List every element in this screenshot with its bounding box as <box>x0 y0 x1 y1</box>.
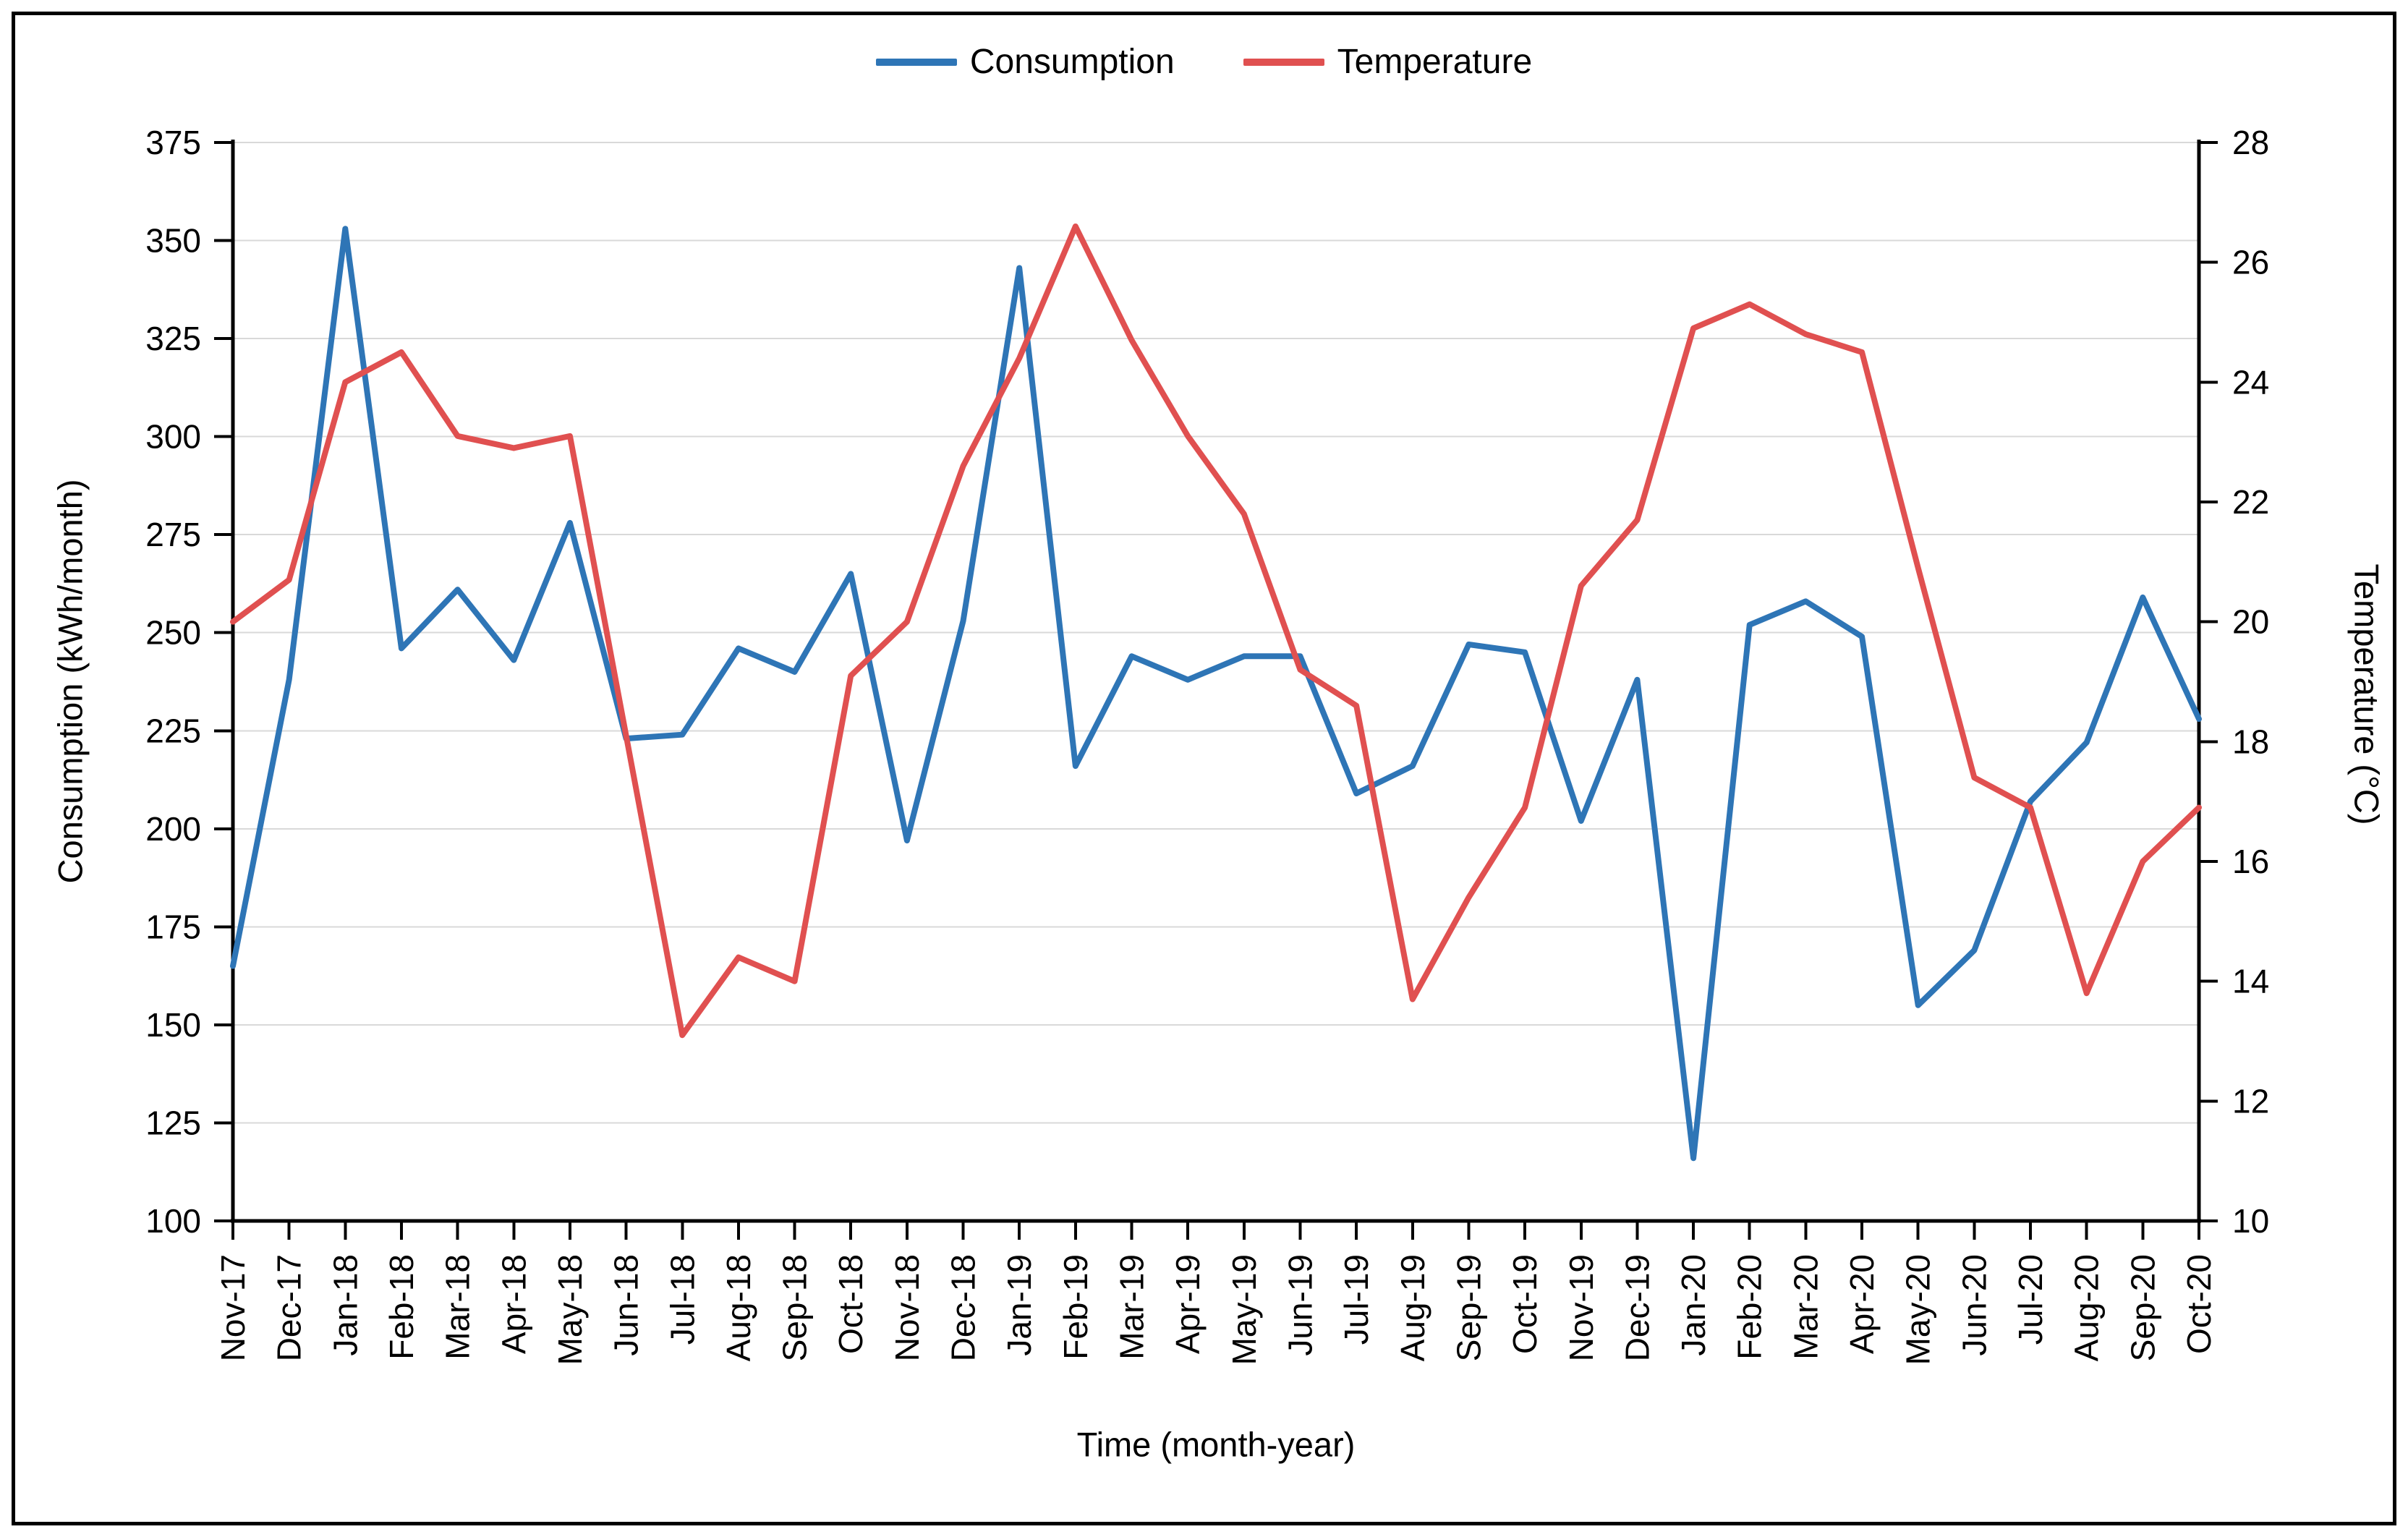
x-axis-tick-label: Jan-20 <box>1675 1254 1712 1356</box>
y-axis-tick-label-left: 300 <box>145 418 201 456</box>
x-axis-tick-label: Oct-20 <box>2180 1254 2218 1354</box>
y-axis-tick-label-left: 125 <box>145 1104 201 1141</box>
x-axis-tick-label: Aug-20 <box>2068 1254 2106 1361</box>
x-axis-tick-label: Nov-18 <box>888 1254 926 1361</box>
x-axis-tick-label: Jan-18 <box>326 1254 364 1356</box>
x-axis-tick-label: Feb-18 <box>383 1254 420 1360</box>
consumption-line <box>230 226 2202 1162</box>
x-axis-tick-label: Sep-20 <box>2124 1254 2161 1361</box>
x-axis-tick-label: May-19 <box>1225 1254 1263 1365</box>
legend-label-temperature: Temperature <box>1337 43 1533 81</box>
y-axis-tick-label-left: 275 <box>145 516 201 553</box>
y-axis-title-right: Temperature (°C) <box>2347 563 2386 825</box>
temperature-line-swatch <box>1243 58 1324 66</box>
y-axis-tick-label-right: 26 <box>2232 244 2269 281</box>
x-axis-tick-label: Apr-20 <box>1843 1254 1881 1354</box>
chart-legend: Consumption Temperature <box>0 42 2408 82</box>
legend-item-temperature: Temperature <box>1243 42 1532 82</box>
x-axis-tick-label: Mar-18 <box>439 1254 477 1360</box>
x-axis-tick-label: Jan-19 <box>1000 1254 1038 1356</box>
x-axis-tick-label: Aug-19 <box>1394 1254 1431 1361</box>
y-axis-tick-label-left: 375 <box>145 124 201 161</box>
x-axis-tick-label: Feb-19 <box>1057 1254 1094 1360</box>
x-axis-title: Time (month-year) <box>1076 1425 1356 1464</box>
x-axis-tick-label: Oct-19 <box>1506 1254 1544 1354</box>
y-axis-tick-label-left: 100 <box>145 1202 201 1240</box>
y-axis-tick-label-left: 325 <box>145 320 201 357</box>
x-axis-tick-label: Jun-18 <box>608 1254 645 1356</box>
y-axis-tick-label-right: 16 <box>2232 843 2269 880</box>
x-axis-tick-label: Apr-18 <box>495 1254 532 1354</box>
x-axis-tick-label: Dec-18 <box>945 1254 982 1361</box>
x-axis-tick-label: Apr-19 <box>1169 1254 1207 1354</box>
x-axis-tick-label: Jul-18 <box>663 1254 701 1345</box>
consumption-line-swatch <box>875 58 957 66</box>
y-axis-tick-label-left: 225 <box>145 712 201 749</box>
x-axis-tick-label: Mar-19 <box>1113 1254 1151 1360</box>
y-axis-tick-label-left: 350 <box>145 222 201 260</box>
x-axis-tick-label: May-20 <box>1899 1254 1937 1365</box>
y-axis-tick-label-right: 22 <box>2232 483 2269 521</box>
x-axis-tick-label: Jul-19 <box>1337 1254 1375 1345</box>
x-axis-tick-label: Jun-20 <box>1955 1254 1993 1356</box>
y-axis-tick-label-left: 200 <box>145 810 201 848</box>
x-axis-tick-label: Sep-18 <box>776 1254 814 1361</box>
y-axis-title-left: Consumption (kWh/month) <box>51 479 90 884</box>
y-axis-tick-label-right: 10 <box>2232 1202 2269 1240</box>
x-axis-tick-label: Jun-19 <box>1281 1254 1319 1356</box>
y-axis-tick-label-right: 20 <box>2232 603 2269 641</box>
y-axis-tick-label-right: 14 <box>2232 963 2269 1000</box>
x-axis-tick-label: Sep-19 <box>1450 1254 1487 1361</box>
y-axis-tick-label-left: 250 <box>145 614 201 652</box>
temperature-line <box>230 223 2202 1039</box>
x-axis-tick-label: Nov-19 <box>1562 1254 1600 1361</box>
y-axis-tick-label-right: 24 <box>2232 363 2269 401</box>
x-axis-tick-label: Aug-18 <box>720 1254 757 1361</box>
y-axis-tick-label-left: 150 <box>145 1006 201 1044</box>
x-axis-tick-label: Jul-20 <box>2012 1254 2049 1345</box>
legend-label-consumption: Consumption <box>969 43 1175 81</box>
y-axis-tick-label-right: 12 <box>2232 1082 2269 1120</box>
x-axis-tick-label: Nov-17 <box>214 1254 252 1361</box>
y-axis-tick-label-right: 28 <box>2232 124 2269 161</box>
x-axis-tick-label: Oct-18 <box>832 1254 869 1354</box>
legend-item-consumption: Consumption <box>875 42 1175 82</box>
x-axis-tick-label: May-18 <box>551 1254 589 1365</box>
x-axis-tick-label: Dec-17 <box>271 1254 308 1361</box>
x-axis-tick-label: Dec-19 <box>1618 1254 1656 1361</box>
y-axis-tick-label-right: 18 <box>2232 723 2269 760</box>
y-axis-tick-label-left: 175 <box>145 908 201 945</box>
x-axis-tick-label: Feb-20 <box>1731 1254 1769 1360</box>
x-axis-tick-label: Mar-20 <box>1787 1254 1824 1360</box>
